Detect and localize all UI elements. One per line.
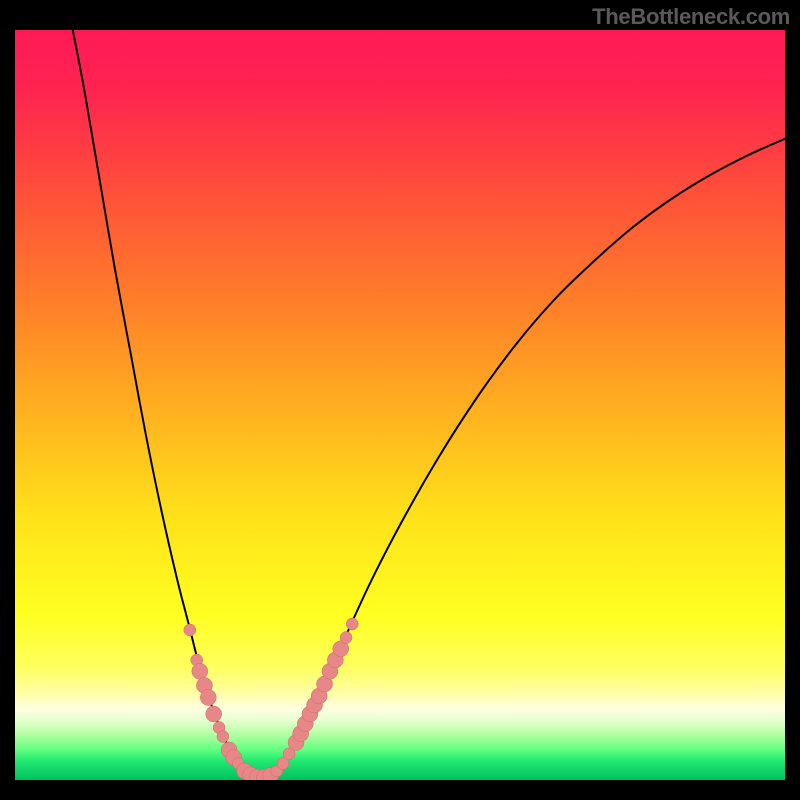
data-marker: [184, 624, 196, 636]
chart-container: TheBottleneck.com: [0, 0, 800, 800]
data-marker: [206, 706, 222, 722]
chart-svg: [15, 30, 785, 780]
data-marker: [217, 731, 229, 743]
data-marker: [346, 618, 358, 630]
watermark-text: TheBottleneck.com: [592, 4, 790, 30]
data-marker: [192, 663, 208, 679]
data-marker: [200, 690, 216, 706]
data-marker: [340, 632, 352, 644]
plot-area: [15, 30, 785, 780]
gradient-background: [15, 30, 785, 780]
